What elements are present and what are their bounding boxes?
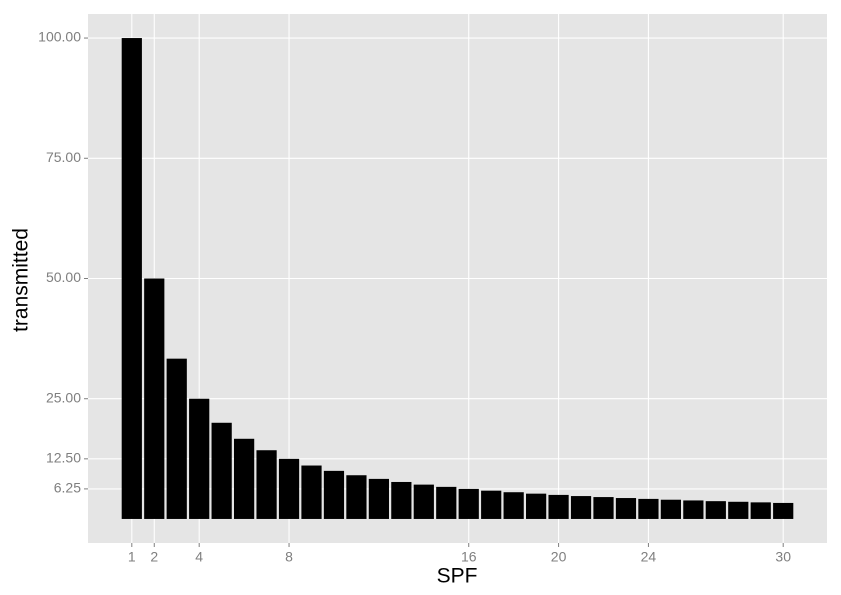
bar [458,488,479,519]
bar [503,492,524,519]
bar [346,475,367,519]
bar [593,497,614,519]
x-tick-label: 8 [285,549,293,565]
bar [773,502,794,519]
bar [683,500,704,519]
bar [391,481,412,519]
x-tick-label: 4 [195,549,203,565]
bar [481,490,502,519]
bar [570,496,592,519]
bar [638,498,659,519]
bar [211,422,232,519]
bar [548,494,569,519]
bar [750,502,771,519]
bar [189,398,210,519]
x-tick-label: 20 [551,549,567,565]
y-tick-label: 12.50 [46,450,81,466]
bar [144,278,165,519]
bar [526,493,547,519]
bar [728,501,749,519]
x-tick-label: 16 [461,549,477,565]
bar [705,501,726,519]
y-tick-label: 100.00 [38,29,81,45]
x-tick-label: 1 [128,549,136,565]
bar [436,486,457,519]
y-tick-label: 50.00 [46,269,81,285]
y-tick-label: 75.00 [46,149,81,165]
bar [301,465,322,519]
x-axis-title: SPF [437,565,478,588]
y-axis-title: transmitted [10,228,33,332]
bar [278,458,300,519]
bar [323,470,345,519]
bar [413,484,434,519]
bar [368,478,389,519]
x-tick-label: 30 [775,549,791,565]
bar [256,450,277,519]
bar [121,38,142,519]
x-tick-label: 24 [641,549,657,565]
bar [660,499,681,519]
y-tick-label: 6.25 [54,480,81,496]
bar [166,358,187,519]
y-tick-label: 25.00 [46,389,81,405]
x-tick-label: 2 [150,549,158,565]
bar [234,438,255,519]
bar [615,498,637,519]
